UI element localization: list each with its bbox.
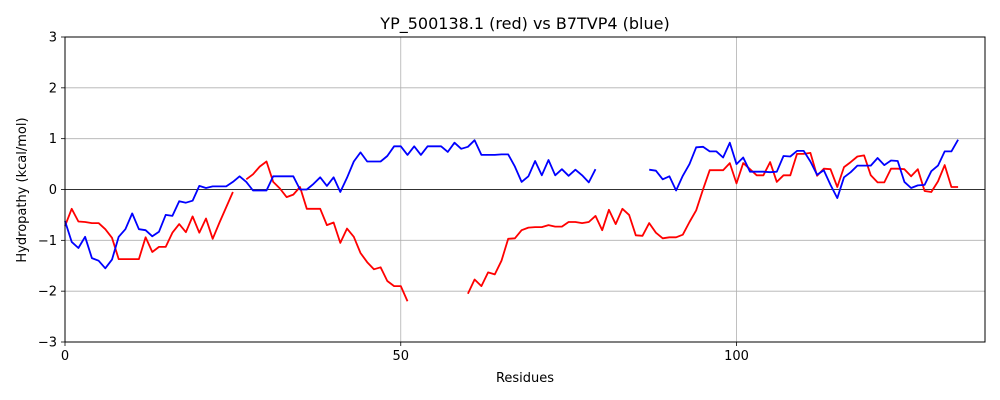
x-axis-ticks: 0 50 100 — [61, 342, 749, 364]
y-tick-label: −2 — [38, 285, 57, 300]
y-tick-label: 3 — [49, 31, 57, 46]
y-tick-label: 1 — [49, 132, 57, 147]
chart-title: YP_500138.1 (red) vs B7TVP4 (blue) — [379, 14, 669, 34]
y-axis-label: Hydropathy (kcal/mol) — [15, 117, 30, 262]
series-layer — [64, 139, 959, 302]
y-tick-label: −1 — [38, 234, 57, 249]
x-tick-label: 0 — [61, 349, 69, 364]
y-axis-ticks: −3 −2 −1 0 1 2 3 — [38, 31, 65, 351]
series-line-blue — [64, 139, 959, 270]
series-line-red — [64, 152, 959, 302]
y-tick-label: 0 — [49, 183, 57, 198]
y-tick-label: 2 — [49, 81, 57, 96]
x-axis-label: Residues — [496, 371, 554, 386]
x-tick-label: 50 — [392, 349, 409, 364]
x-tick-label: 100 — [724, 349, 749, 364]
y-tick-label: −3 — [38, 336, 57, 351]
